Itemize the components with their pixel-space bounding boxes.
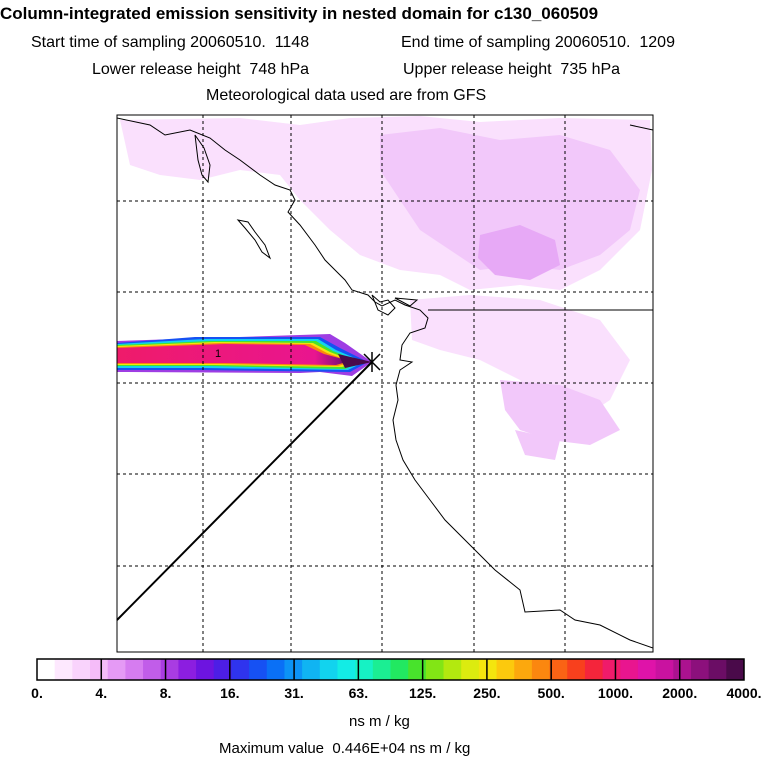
graticule [117, 115, 653, 652]
colorbar-cell [514, 659, 533, 680]
colorbar-tick-label: 16. [220, 685, 240, 701]
colorbar-tick-label: 8. [159, 685, 172, 701]
colorbar-cell [655, 659, 674, 680]
coastline [117, 117, 653, 649]
colorbar-cell [531, 659, 551, 680]
coastline-sound [371, 294, 396, 316]
colorbar-tick-label: 2000. [662, 685, 698, 701]
sensitivity-patch-coast [410, 295, 630, 420]
colorbar-cell [461, 659, 480, 680]
release-point-marker [363, 352, 381, 372]
colorbar-tick-label: 125. [409, 685, 437, 701]
maximum-value-text: Maximum value 0.446E+04 ns m / kg [219, 740, 471, 757]
colorbar-cell [408, 659, 427, 680]
colorbar-tick-label: 1000. [597, 685, 633, 701]
colorbar-cell [602, 659, 621, 680]
map-title: Column-integrated emission sensitivity i… [0, 4, 599, 23]
colorbar-cell [549, 659, 568, 680]
colorbar-cell [708, 659, 727, 680]
sensitivity-patch-northeast [380, 128, 640, 270]
colorbar-cell [584, 659, 604, 680]
coastline-main [117, 117, 653, 649]
coastline-northeast [629, 124, 653, 131]
colorbar-tick-label: 0. [31, 685, 43, 701]
coastline-bay [394, 297, 419, 307]
colorbar-cell [496, 659, 515, 680]
sensitivity-patch-far-south [515, 430, 560, 460]
colorbar-cell [249, 659, 268, 680]
plume-core [117, 344, 350, 365]
colorbar-tick-label: 31. [284, 685, 304, 701]
colorbar-tick-label: 4. [95, 685, 108, 701]
coastline-island [194, 134, 211, 184]
colorbar-cell [443, 659, 462, 680]
colorbar-cell [690, 659, 710, 680]
colorbar-cell [637, 659, 657, 680]
colorbar-cell [390, 659, 409, 680]
colorbar-cell [355, 659, 374, 680]
colorbar-cell [673, 659, 692, 680]
colorbar-cell [319, 659, 338, 680]
colorbar-cell [213, 659, 232, 680]
lower-release-text: Lower release height 748 hPa [92, 61, 310, 78]
colorbar-cell [425, 659, 445, 680]
end-time-text: End time of sampling 20060510. 1209 [401, 34, 675, 51]
colorbar-cell [372, 659, 391, 680]
colorbar-cell [266, 659, 285, 680]
colorbar-tick-label: 4000. [726, 685, 762, 701]
colorbar-cell [231, 659, 250, 680]
colorbar-cells [37, 659, 745, 680]
colorbar-cell [160, 659, 179, 680]
colorbar-cell [90, 659, 109, 680]
colorbar-cell [37, 659, 56, 680]
sensitivity-patch-south [500, 380, 620, 445]
colorbar-cell [72, 659, 91, 680]
upper-release-text: Upper release height 735 hPa [403, 61, 621, 78]
plume-dark-end [338, 354, 372, 368]
colorbar-tick-label: 250. [473, 685, 501, 701]
sensitivity-patch-core [478, 225, 560, 280]
colorbar-cell [54, 659, 73, 680]
colorbar-cell [620, 659, 639, 680]
colorbar-frame [36, 658, 745, 681]
colorbar-cell [478, 659, 498, 680]
colorbar-cell [302, 659, 321, 680]
map-frame [116, 114, 654, 653]
colorbar-tick-label: 500. [537, 685, 565, 701]
met-data-text: Meteorological data used are from GFS [206, 87, 487, 104]
colorbar-cell [178, 659, 197, 680]
colorbar-cell [125, 659, 144, 680]
colorbar-cell [107, 659, 126, 680]
colorbar-ticks [100, 659, 681, 680]
trajectory-line [116, 361, 373, 621]
coastline-inlet [236, 219, 272, 260]
colorbar-cell [196, 659, 215, 680]
colorbar-tick-label: 63. [348, 685, 369, 701]
plume-label: 1 [215, 348, 221, 360]
colorbar-cell [337, 659, 356, 680]
colorbar-cell [726, 659, 745, 680]
colorbar-cell [143, 659, 162, 680]
sensitivity-field: 1 [117, 116, 652, 460]
start-time-text: Start time of sampling 20060510. 1148 [31, 34, 310, 51]
colorbar-units: ns m / kg [349, 713, 410, 730]
colorbar-cell [567, 659, 586, 680]
